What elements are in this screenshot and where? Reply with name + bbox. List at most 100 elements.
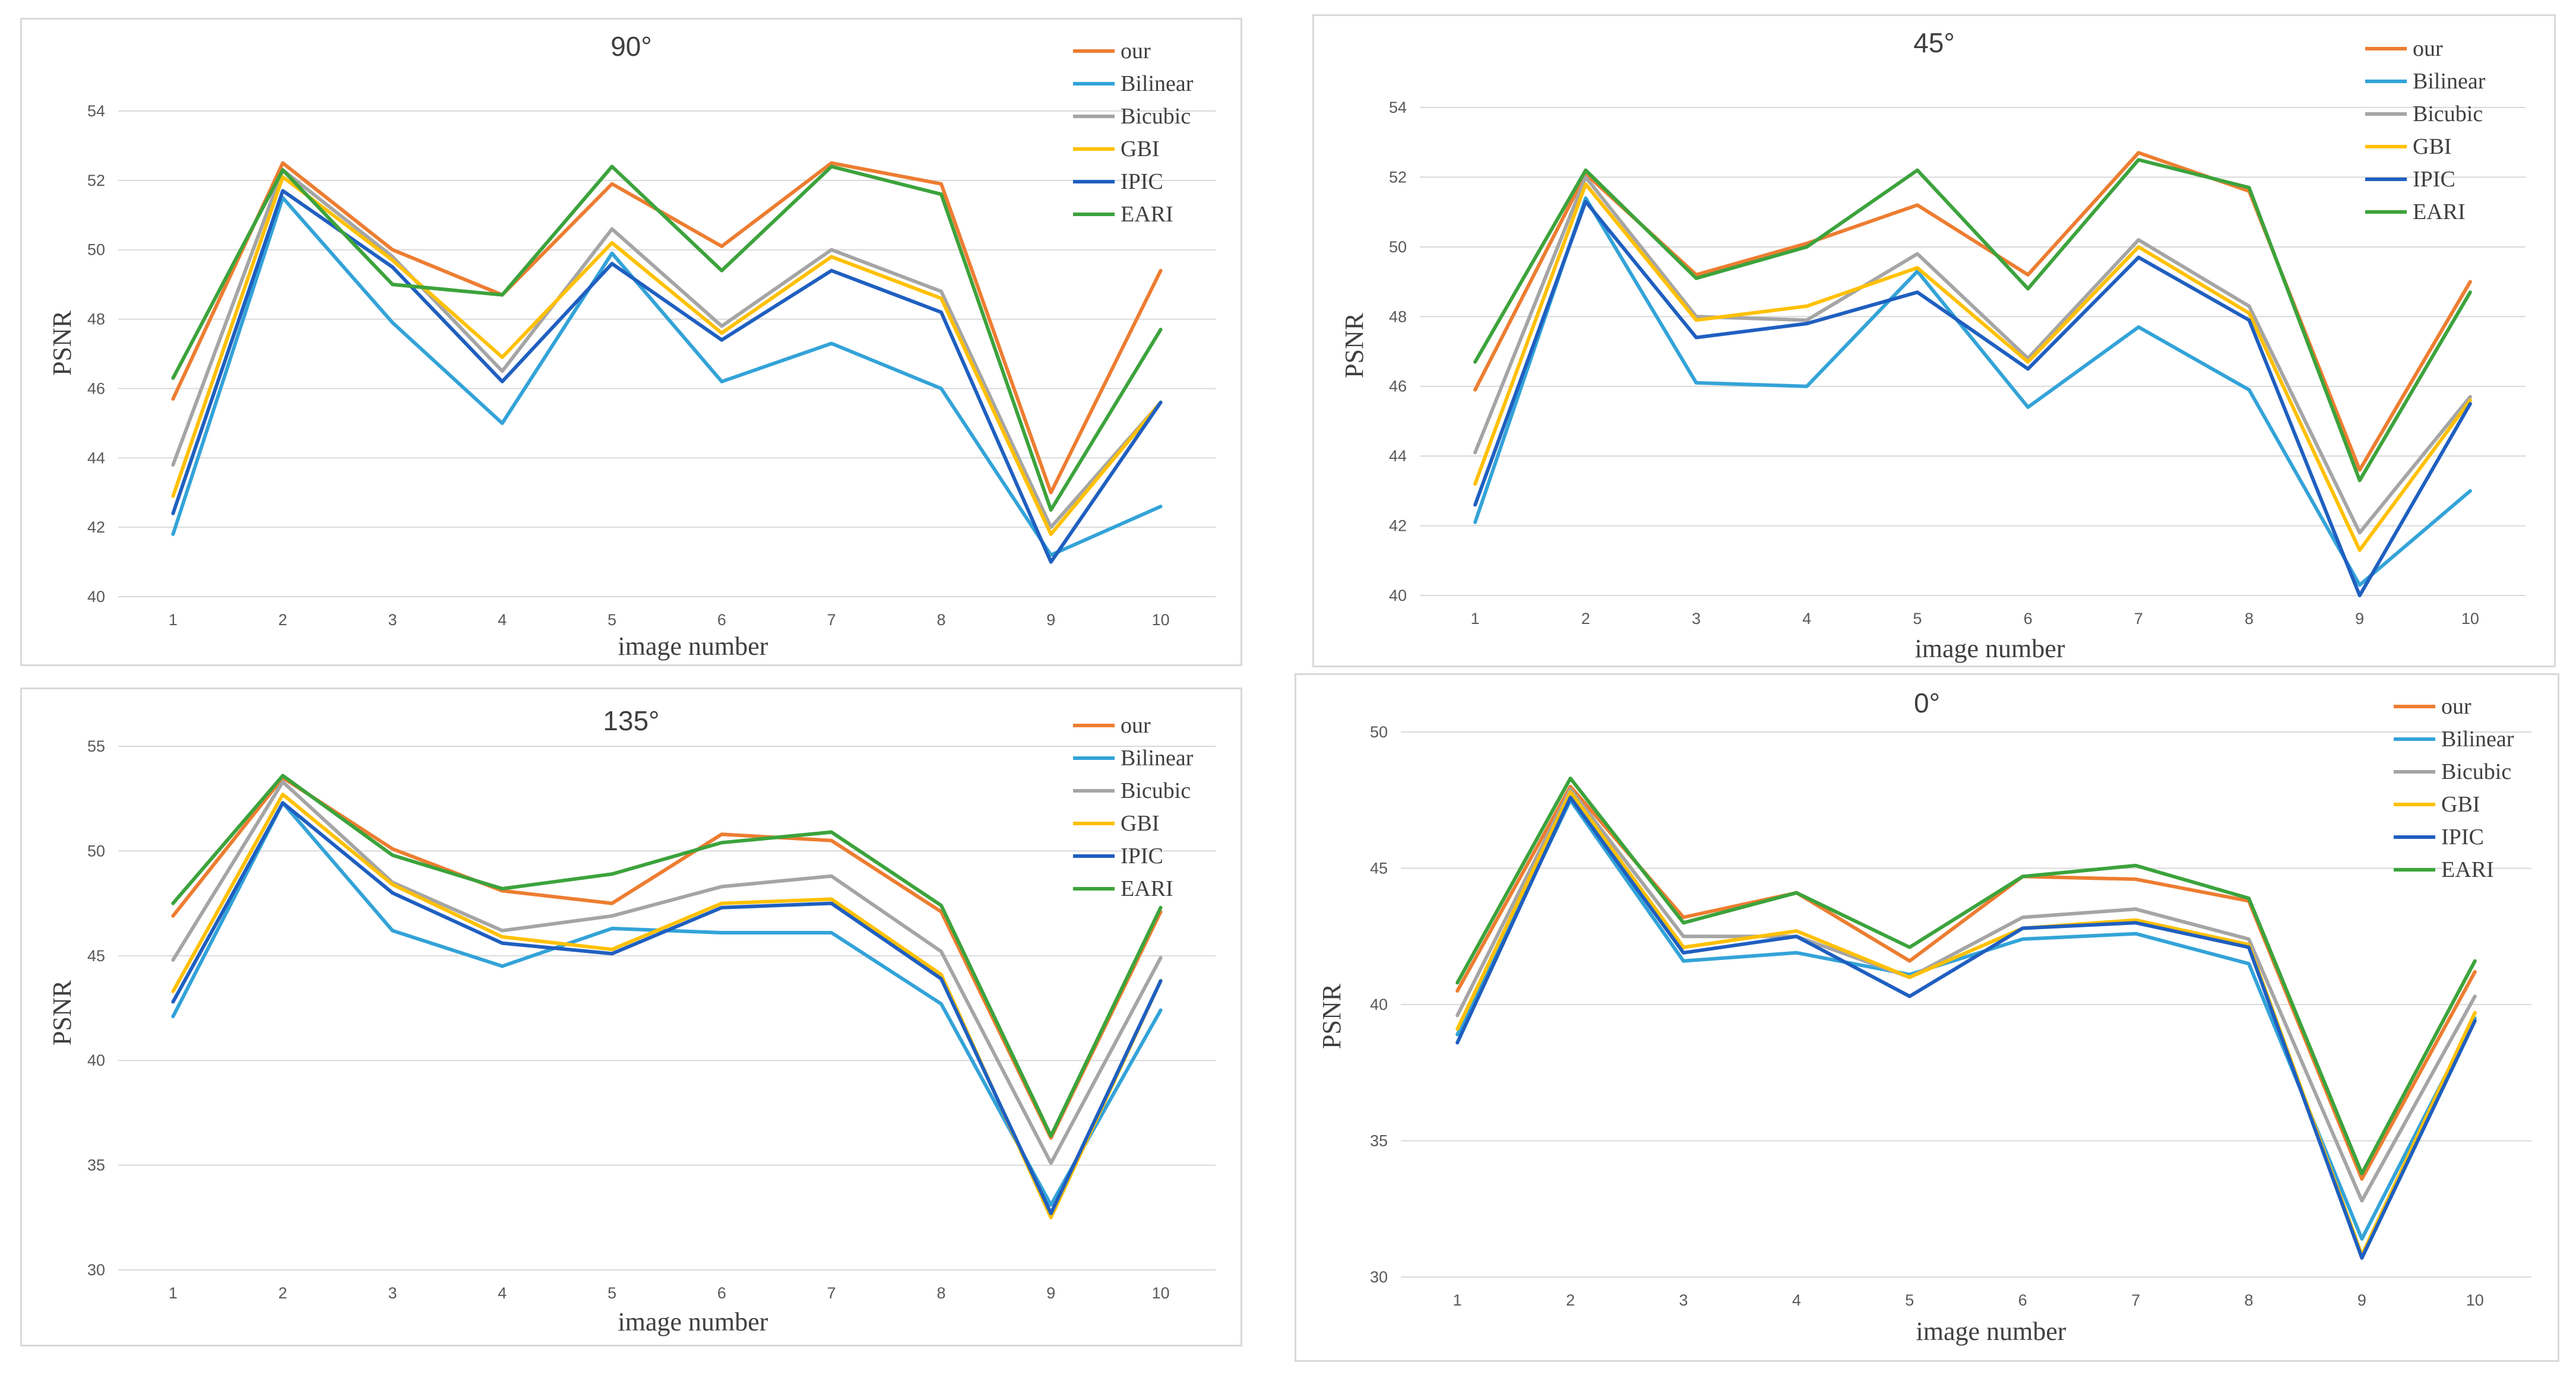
legend-label: IPIC <box>2441 825 2484 850</box>
y-tick-label: 55 <box>87 737 105 755</box>
chart-title: 0° <box>1914 688 1940 718</box>
y-tick-label: 44 <box>1389 447 1407 465</box>
legend-swatch <box>1073 724 1115 727</box>
legend-swatch <box>2394 803 2435 806</box>
x-tick-label: 10 <box>2466 1291 2484 1309</box>
legend-swatch <box>1073 115 1115 118</box>
y-tick-label: 30 <box>87 1261 105 1279</box>
x-tick-label: 6 <box>2018 1291 2027 1309</box>
x-tick-label: 3 <box>388 1284 397 1302</box>
legend-swatch <box>2365 145 2407 148</box>
series-line-eari <box>1455 777 2477 1176</box>
legend-swatch <box>1073 82 1115 85</box>
x-tick-label: 6 <box>717 611 726 629</box>
legend-swatch <box>1073 49 1115 53</box>
plot-area: 40 42 44 46 48 50 52 54 1 2 3 4 5 6 7 8 9 10 <box>87 102 1216 629</box>
chart-title: 90° <box>610 31 652 62</box>
x-tick-label: 4 <box>1792 1291 1801 1309</box>
x-tick-label: 6 <box>2024 610 2033 628</box>
legend-label: Bilinear <box>1121 71 1194 96</box>
y-tick-label: 40 <box>1370 996 1388 1013</box>
x-tick-label: 4 <box>1802 610 1811 628</box>
legend-label: IPIC <box>2413 167 2455 192</box>
x-tick-label: 10 <box>2461 610 2479 628</box>
series-line-eari <box>171 164 1163 512</box>
x-tick-label: 5 <box>1905 1291 1914 1309</box>
x-tick-label: 1 <box>169 1284 178 1302</box>
x-tick-label: 9 <box>1046 1284 1055 1302</box>
legend-swatch <box>2365 210 2407 214</box>
y-tick-label: 46 <box>87 379 105 397</box>
x-tick-label: 8 <box>2244 1291 2253 1309</box>
series-line-our <box>1473 151 2472 472</box>
x-tick-label: 2 <box>279 611 287 629</box>
x-tick-label: 2 <box>1566 1291 1575 1309</box>
chart-panel-0: 0° PSNR image number 30 35 40 45 50 1 2 3 4 5 6 7 8 9… <box>1295 673 2559 1362</box>
x-tick-label: 9 <box>2357 1291 2366 1309</box>
legend-label: Bicubic <box>2413 102 2483 126</box>
x-tick-label: 7 <box>827 1284 836 1302</box>
y-tick-label: 48 <box>1389 308 1407 325</box>
legend-label: Bicubic <box>2441 759 2512 784</box>
legend-label: GBI <box>1121 811 1160 836</box>
y-tick-label: 35 <box>87 1157 105 1174</box>
x-tick-label: 3 <box>1692 610 1701 628</box>
x-tick-label: 2 <box>279 1284 287 1302</box>
chart-panel-45: 45° PSNR image number 40 42 44 46 48 50 52 54 1 2… <box>1312 14 2556 667</box>
series-line-ipic <box>1455 796 2477 1260</box>
legend-swatch <box>2394 835 2435 839</box>
legend-label: Bilinear <box>2413 69 2486 94</box>
x-tick-label: 9 <box>2355 610 2364 628</box>
x-tick-label: 1 <box>1453 1291 1462 1309</box>
y-tick-label: 40 <box>87 588 105 606</box>
series-line-bicubic <box>1455 787 2477 1203</box>
legend-label: EARI <box>1121 876 1173 901</box>
series-line-ipic <box>1473 199 2472 597</box>
chart-title: 45° <box>1913 27 1955 58</box>
legend-swatch <box>1073 180 1115 183</box>
legend-swatch <box>1073 887 1115 891</box>
plot-area: 40 42 44 46 48 50 52 54 1 2 3 4 5 6 7 8 9 10 <box>1389 99 2526 628</box>
y-tick-label: 48 <box>87 311 105 328</box>
series-line-eari <box>1473 158 2472 483</box>
legend-swatch <box>2365 80 2407 83</box>
legend-label: EARI <box>1121 202 1173 227</box>
x-tick-label: 3 <box>1679 1291 1688 1309</box>
x-tick-label: 4 <box>498 611 507 629</box>
y-tick-label: 50 <box>87 241 105 259</box>
series-line-bicubic <box>171 168 1163 530</box>
y-tick-label: 35 <box>1370 1132 1388 1150</box>
x-tick-label: 7 <box>2131 1291 2140 1309</box>
series-line-bicubic <box>171 780 1163 1165</box>
chart-title: 135° <box>603 705 660 736</box>
legend-label: EARI <box>2441 857 2494 882</box>
x-tick-label: 5 <box>607 611 616 629</box>
legend-label: our <box>1121 39 1151 64</box>
x-tick-label: 8 <box>936 1284 945 1302</box>
y-tick-label: 52 <box>1389 168 1407 186</box>
legend-label: IPIC <box>1121 169 1163 194</box>
series-line-ipic <box>171 189 1163 564</box>
series-line-our <box>171 775 1163 1140</box>
series-line-gbi <box>1455 790 2477 1257</box>
legend-swatch <box>2394 770 2435 774</box>
x-tick-label: 3 <box>388 611 397 629</box>
legend-swatch <box>1073 789 1115 793</box>
legend-swatch <box>2394 868 2435 872</box>
x-tick-label: 5 <box>607 1284 616 1302</box>
x-tick-label: 4 <box>498 1284 507 1302</box>
series-line-our <box>171 161 1163 495</box>
y-tick-label: 45 <box>87 947 105 965</box>
y-tick-label: 50 <box>1370 723 1388 741</box>
x-axis-label: image number <box>1916 1317 2067 1346</box>
y-tick-label: 50 <box>1389 238 1407 256</box>
x-tick-label: 9 <box>1046 611 1055 629</box>
y-tick-label: 54 <box>87 102 105 120</box>
y-tick-label: 42 <box>87 518 105 536</box>
legend-label: our <box>2413 36 2443 61</box>
y-tick-label: 40 <box>1389 587 1407 604</box>
legend-label: Bicubic <box>1121 104 1191 129</box>
y-tick-label: 50 <box>87 842 105 860</box>
legend-swatch <box>2394 737 2435 741</box>
